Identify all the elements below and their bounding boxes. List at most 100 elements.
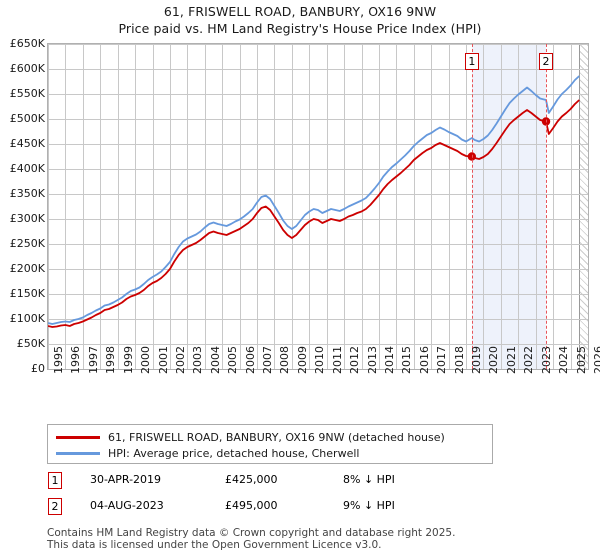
y-axis-labels: £650K £600K £550K £500K £450K £400K £350K £300K… <box>0 0 45 420</box>
gridline-vertical <box>536 44 537 369</box>
y-tick-label: £450K <box>9 137 45 150</box>
page-subtitle: Price paid vs. HM Land Registry's House … <box>118 21 482 36</box>
sale-row-number: 1 <box>48 472 62 489</box>
x-tick-label: 2001 <box>156 346 170 374</box>
gridline-vertical <box>65 44 66 369</box>
legend-item: 61, FRISWELL ROAD, BANBURY, OX16 9NW (de… <box>54 429 492 445</box>
x-tick-label: 2016 <box>417 346 431 374</box>
x-tick-label: 2004 <box>208 346 222 374</box>
gridline-horizontal <box>48 44 588 45</box>
gridline-horizontal <box>48 269 588 270</box>
sale-row: 1 30-APR-2019 £425,000 8% ↓ HPI <box>45 470 565 496</box>
legend-label: 61, FRISWELL ROAD, BANBURY, OX16 9NW (de… <box>108 430 445 444</box>
x-tick-label: 2025 <box>574 346 588 374</box>
plot-area <box>47 43 589 370</box>
x-tick-label: 1999 <box>121 346 135 374</box>
y-tick-label: £650K <box>9 37 45 50</box>
gridline-vertical <box>240 44 241 369</box>
y-tick-label: £200K <box>9 262 45 275</box>
gridline-horizontal <box>48 319 588 320</box>
sale-span-highlight <box>471 44 547 369</box>
y-tick-label: £300K <box>9 212 45 225</box>
x-tick-label: 2015 <box>400 346 414 374</box>
sale-hpi-delta: 9% ↓ HPI <box>343 499 395 512</box>
gridline-vertical <box>100 44 101 369</box>
y-tick-label: £350K <box>9 187 45 200</box>
x-tick-label: 2018 <box>452 346 466 374</box>
sale-row-number: 2 <box>48 498 62 515</box>
legend-color-swatch <box>56 451 100 455</box>
x-axis-labels: 1995 1996 1997 1998 1999 2000 2001 2002 2003 2004… <box>52 346 600 374</box>
y-tick-label: £150K <box>9 287 45 300</box>
gridline-vertical <box>431 44 432 369</box>
x-tick-label: 2003 <box>191 346 205 374</box>
gridline-vertical <box>379 44 380 369</box>
gridline-vertical <box>222 44 223 369</box>
gridline-vertical <box>292 44 293 369</box>
sale-event-line <box>471 44 473 369</box>
y-tick-label: £250K <box>9 237 45 250</box>
x-tick-label: 2009 <box>295 346 309 374</box>
gridline-vertical <box>449 44 450 369</box>
sale-price: £425,000 <box>225 473 278 486</box>
gridline-horizontal <box>48 69 588 70</box>
footer-line-1: Contains HM Land Registry data © Crown c… <box>47 527 456 539</box>
gridline-vertical <box>396 44 397 369</box>
x-tick-label: 1995 <box>52 346 65 374</box>
legend-item: HPI: Average price, detached house, Cher… <box>54 445 492 461</box>
x-tick-label: 2008 <box>278 346 292 374</box>
future-hatched-zone <box>579 44 588 369</box>
gridline-vertical <box>344 44 345 369</box>
attribution-footer: Contains HM Land Registry data © Crown c… <box>47 527 587 551</box>
page-title: 61, FRISWELL ROAD, BANBURY, OX16 9NW <box>163 4 437 19</box>
x-tick-label: 1998 <box>104 346 118 374</box>
series-lines <box>48 75 580 328</box>
sale-row: 2 04-AUG-2023 £495,000 9% ↓ HPI <box>45 496 565 522</box>
y-tick-label: £100K <box>9 312 45 325</box>
x-tick-label: 2014 <box>382 346 396 374</box>
gridline-vertical <box>48 44 49 369</box>
gridline-vertical <box>170 44 171 369</box>
gridline-horizontal <box>48 344 588 345</box>
y-tick-label: £500K <box>9 112 45 125</box>
gridline-vertical <box>135 44 136 369</box>
sale-marker-label: 1 <box>464 53 479 70</box>
y-tick-label: £0 <box>31 362 45 375</box>
x-tick-label: 2017 <box>435 346 449 374</box>
sale-hpi-delta: 8% ↓ HPI <box>343 473 395 486</box>
gridline-vertical <box>153 44 154 369</box>
x-tick-label: 1996 <box>69 346 83 374</box>
gridline-vertical <box>362 44 363 369</box>
x-tick-label: 2013 <box>365 346 379 374</box>
sale-date: 04-AUG-2023 <box>90 499 164 512</box>
x-tick-label: 2002 <box>173 346 187 374</box>
gridline-vertical <box>553 44 554 369</box>
gridline-vertical <box>501 44 502 369</box>
sale-point-marker <box>467 152 477 161</box>
series-line <box>48 75 580 325</box>
gridline-vertical <box>466 44 467 369</box>
x-tick-label: 2006 <box>243 346 257 374</box>
gridline-horizontal <box>48 244 588 245</box>
gridline-horizontal <box>48 294 588 295</box>
series-line <box>48 99 580 328</box>
gridline-vertical <box>571 44 572 369</box>
gridline-horizontal <box>48 169 588 170</box>
gridline-vertical <box>83 44 84 369</box>
x-tick-label: 1997 <box>86 346 100 374</box>
sales-table: 1 30-APR-2019 £425,000 8% ↓ HPI 2 04-AUG-2023… <box>45 470 565 522</box>
x-tick-label: 2011 <box>330 346 344 374</box>
y-tick-label: £600K <box>9 62 45 75</box>
gridline-vertical <box>118 44 119 369</box>
gridline-vertical <box>187 44 188 369</box>
legend-label: HPI: Average price, detached house, Cher… <box>108 446 360 460</box>
x-tick-label: 2019 <box>470 346 484 374</box>
sale-marker-label: 2 <box>539 53 554 70</box>
x-tick-label: 2000 <box>139 346 153 374</box>
x-tick-label: 2023 <box>539 346 553 374</box>
gridline-vertical <box>309 44 310 369</box>
y-tick-label: £50K <box>16 337 45 350</box>
x-tick-label: 2005 <box>226 346 240 374</box>
gridline-horizontal <box>48 144 588 145</box>
